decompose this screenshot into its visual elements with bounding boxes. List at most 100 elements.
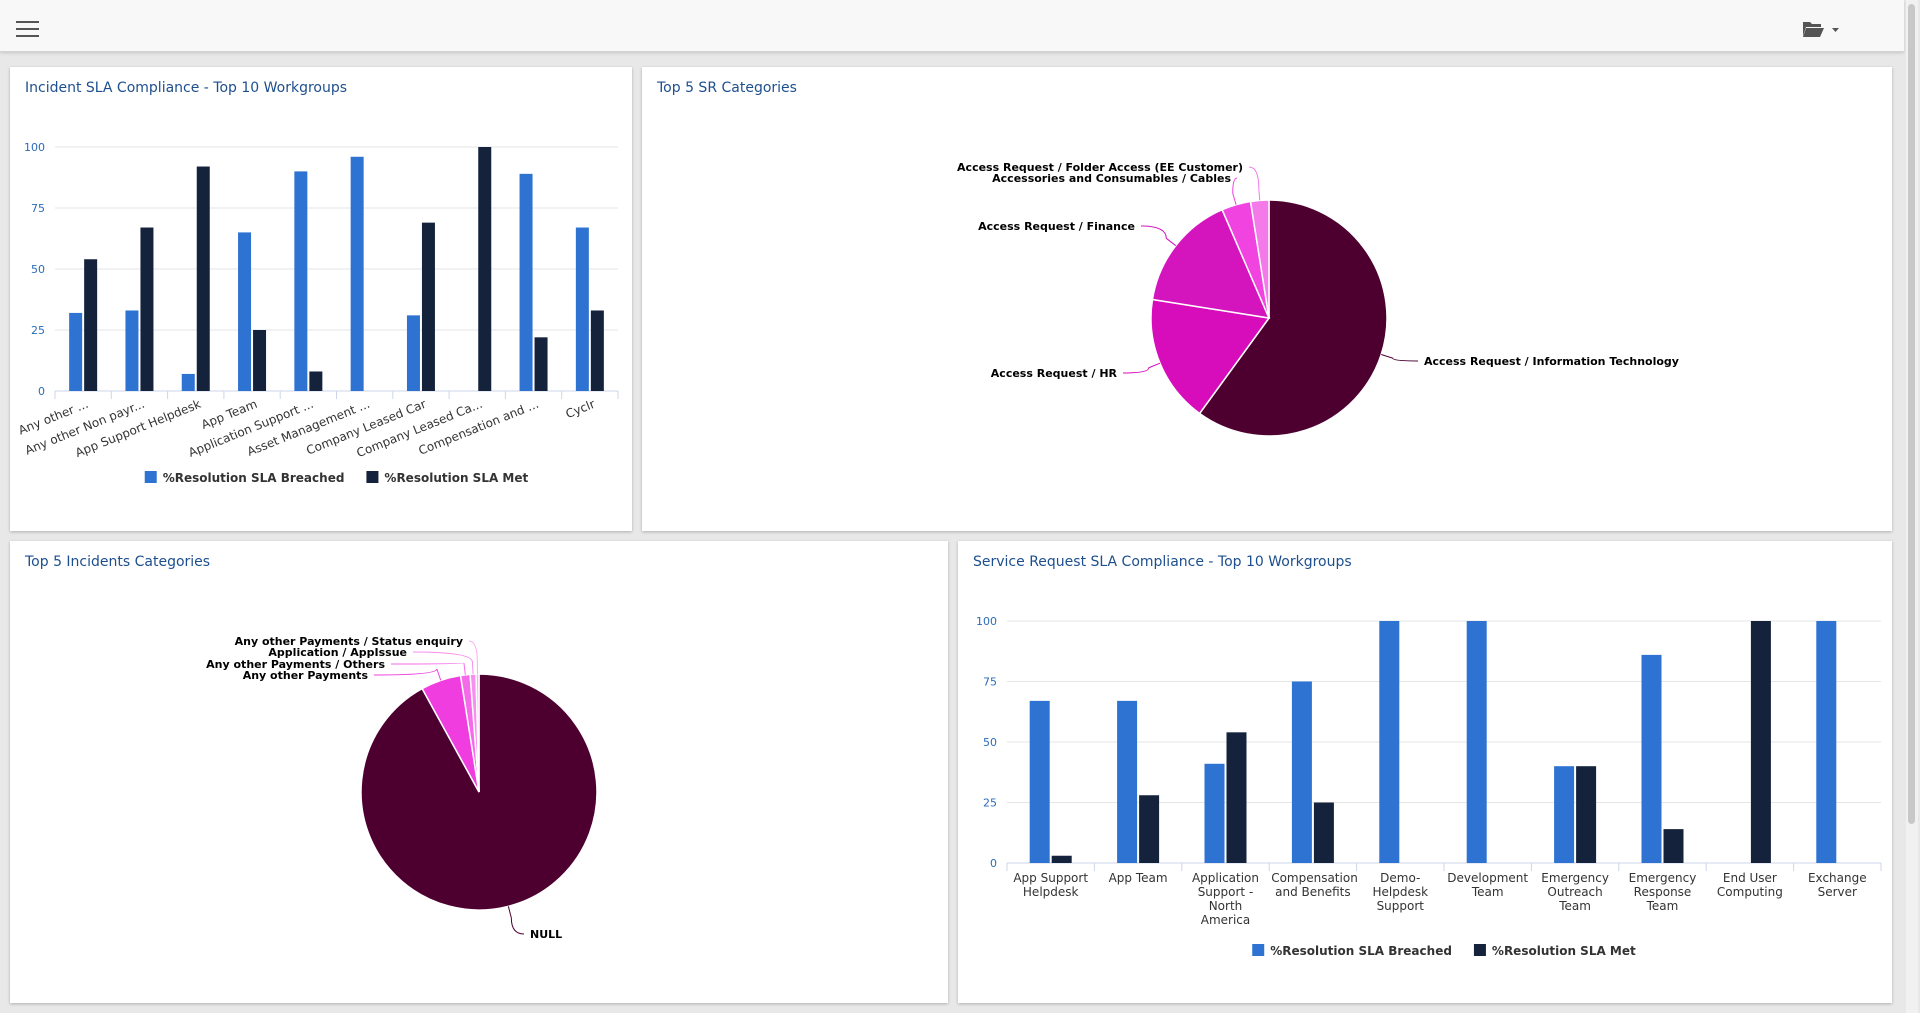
bar [253, 330, 267, 391]
bar [309, 371, 323, 391]
panel-title: Service Request SLA Compliance - Top 10 … [973, 554, 1352, 570]
bar [1204, 763, 1225, 863]
toolbar-icons [16, 21, 1839, 37]
bar [421, 222, 435, 391]
bar [140, 227, 154, 391]
pie-label: Accessories and Consumables / Cables [992, 172, 1231, 185]
bar [1051, 855, 1072, 863]
panel: Top 5 SR Categories Access Request / Inf… [642, 67, 1892, 531]
bar [294, 171, 308, 391]
menu-button[interactable] [16, 21, 39, 37]
x-tick-label: Exchange Server [1807, 871, 1867, 899]
bar [125, 310, 139, 391]
panel: Top 5 Incidents Categories NULL Any other… [10, 541, 948, 1003]
x-tick-label: Emergency Response Team [1628, 871, 1697, 913]
legend-label: %Resolution SLA Met [384, 471, 528, 485]
x-tick-label: Emergency Outreach Team [1541, 871, 1609, 913]
pie-label: Any other Payments / Status enquiry [235, 635, 463, 648]
chart: Access Request / Information Technology A… [957, 161, 1679, 437]
pie-connector [1248, 166, 1261, 201]
y-tick-label: 100 [976, 615, 997, 628]
bar [69, 312, 83, 391]
pie-slice [1150, 298, 1271, 415]
pie-connector [468, 640, 479, 675]
bar [575, 227, 589, 391]
pie-connector [1381, 353, 1419, 362]
panel-title: Incident SLA Compliance - Top 10 Workgro… [25, 80, 348, 96]
pie-slice [1151, 208, 1271, 319]
folder-menu[interactable] [1803, 22, 1839, 37]
bar [478, 147, 492, 391]
panel-title: Top 5 Incidents Categories [25, 554, 211, 570]
y-tick-label: 75 [983, 676, 997, 689]
bar [1750, 621, 1771, 863]
bar [406, 315, 420, 391]
pie-connector [412, 651, 474, 675]
legend-label: %Resolution SLA Breached [1270, 944, 1452, 958]
y-tick-label: 100 [24, 141, 45, 154]
legend-swatch [144, 471, 157, 483]
panel: Service Request SLA Compliance - Top 10 … [958, 541, 1892, 1003]
bar [1466, 621, 1487, 863]
pie-slice [1198, 199, 1388, 437]
pie-connector [373, 668, 442, 681]
bar [1379, 621, 1400, 863]
y-tick-label: 50 [983, 736, 997, 749]
bar [238, 232, 252, 391]
x-tick-label: Compensation and Benefits [1271, 871, 1358, 899]
legend-swatch [1473, 944, 1486, 956]
pie-connector [1122, 362, 1161, 374]
y-tick-label: 0 [990, 857, 997, 870]
bar [84, 259, 98, 391]
bar [1313, 802, 1334, 863]
pie-label: Any other Payments / Others [206, 658, 385, 671]
pie-connector [507, 906, 525, 935]
bar [590, 310, 604, 391]
bar [1576, 766, 1597, 863]
bar [519, 173, 533, 391]
pie-label: Access Request / Folder Access (EE Custo… [957, 161, 1243, 174]
bar [1226, 732, 1247, 863]
x-tick-label: Demo-Helpdesk Support [1372, 871, 1429, 913]
y-tick-label: 25 [31, 324, 45, 337]
panel: Incident SLA Compliance - Top 10 Workgro… [10, 67, 632, 531]
x-tick-label: Development Team [1447, 871, 1529, 899]
bar [1291, 681, 1312, 863]
bar [1663, 829, 1684, 863]
pie-label: Access Request / Finance [978, 220, 1135, 233]
bar [1029, 700, 1050, 863]
y-tick-label: 75 [31, 202, 45, 215]
pie-connector [390, 662, 466, 675]
bar [196, 166, 210, 391]
bar [350, 156, 364, 391]
bar [1816, 621, 1837, 863]
x-tick-label: Cyclr [564, 397, 597, 421]
bar [1139, 795, 1160, 863]
pie-label: Access Request / Information Technology [1424, 355, 1679, 368]
panel-title: Top 5 SR Categories [657, 80, 797, 96]
pie-connector [1232, 177, 1238, 205]
bar [1117, 700, 1138, 863]
bar [1641, 654, 1662, 863]
pie-label: Any other Payments [243, 669, 369, 682]
x-tick-label: Application Support - North America [1191, 871, 1260, 927]
y-tick-label: 0 [38, 385, 45, 398]
y-tick-label: 50 [31, 263, 45, 276]
x-tick-label: App Support Helpdesk [1013, 871, 1089, 899]
legend-label: %Resolution SLA Breached [163, 471, 345, 485]
legend-label: %Resolution SLA Met [1492, 944, 1636, 958]
top-bar [0, 0, 1904, 52]
legend-swatch [1252, 944, 1265, 956]
pie-slice [1249, 199, 1270, 319]
pie-connector [1140, 225, 1177, 247]
scrollbar-thumb[interactable] [1908, 4, 1915, 824]
pie-label: NULL [530, 928, 562, 941]
x-tick-label: App Team [1108, 871, 1168, 885]
bar [181, 373, 195, 391]
bar [534, 337, 548, 391]
legend-swatch [366, 471, 379, 483]
pie-label: Access Request / HR [991, 367, 1118, 380]
